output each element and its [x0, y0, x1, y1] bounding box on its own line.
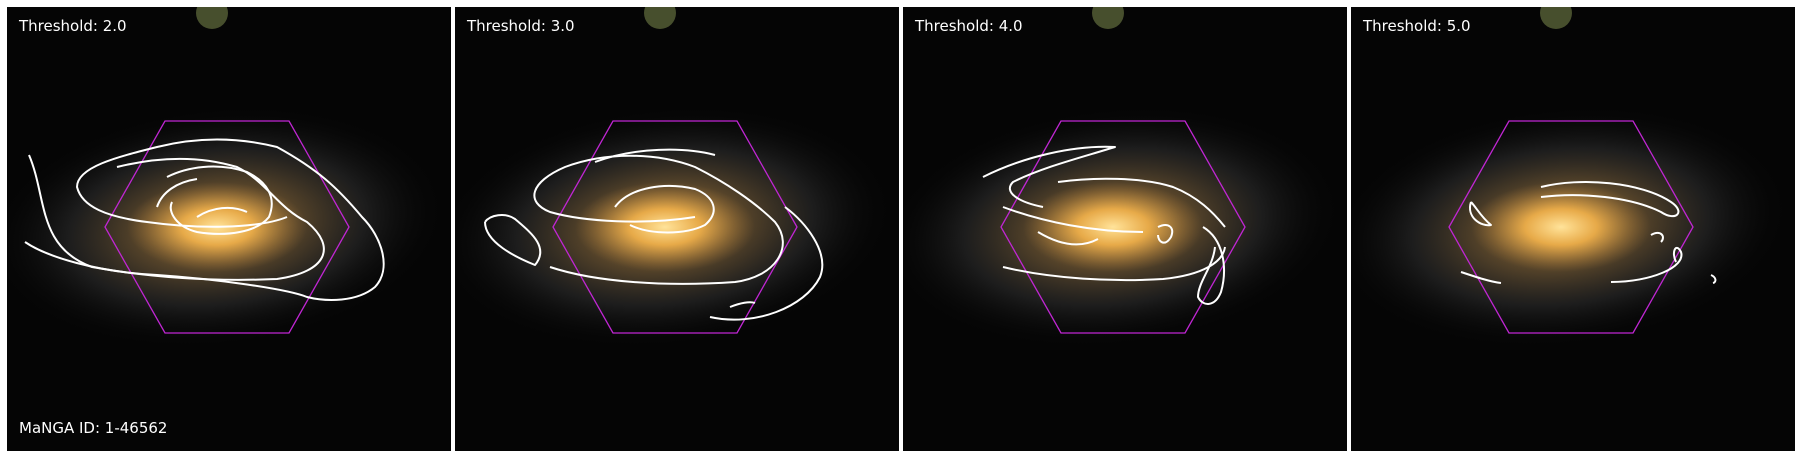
panel-threshold-2: Threshold: 2.0 MaNGA ID: 1-46562	[7, 7, 451, 451]
galaxy-image	[7, 7, 451, 451]
contours	[1460, 181, 1717, 284]
star-icon	[644, 7, 676, 29]
ifu-hexagon	[1000, 120, 1246, 334]
threshold-label: Threshold: 4.0	[915, 17, 1023, 35]
threshold-label: Threshold: 2.0	[19, 17, 127, 35]
contours	[24, 138, 385, 301]
panel-threshold-4: Threshold: 4.0	[903, 7, 1347, 451]
ifu-hexagon	[104, 120, 350, 334]
galaxy-id-label: MaNGA ID: 1-46562	[19, 419, 168, 437]
threshold-label: Threshold: 3.0	[467, 17, 575, 35]
ifu-hexagon	[552, 120, 798, 334]
star-icon	[1540, 7, 1572, 29]
galaxy-image	[455, 7, 899, 451]
contours	[484, 148, 824, 321]
ifu-hexagon	[1448, 120, 1694, 334]
star-icon	[1092, 7, 1124, 29]
panel-threshold-3: Threshold: 3.0	[455, 7, 899, 451]
galaxy-image	[903, 7, 1347, 451]
panel-threshold-5: Threshold: 5.0	[1351, 7, 1795, 451]
galaxy-image	[1351, 7, 1795, 451]
contours	[982, 145, 1226, 305]
star-icon	[196, 7, 228, 29]
threshold-label: Threshold: 5.0	[1363, 17, 1471, 35]
